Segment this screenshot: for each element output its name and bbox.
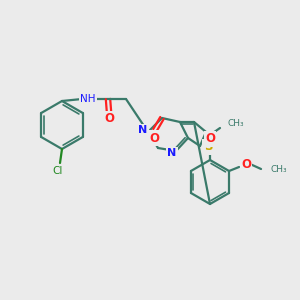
Text: NH: NH — [80, 94, 96, 104]
Text: N: N — [138, 125, 148, 135]
Text: O: O — [104, 112, 114, 125]
Text: O: O — [149, 131, 159, 145]
Text: O: O — [205, 133, 215, 146]
Text: S: S — [204, 140, 212, 154]
Text: O: O — [241, 158, 251, 170]
Text: CH₃: CH₃ — [227, 118, 244, 127]
Text: CH₃: CH₃ — [270, 164, 287, 173]
Text: Cl: Cl — [53, 166, 63, 176]
Text: N: N — [167, 148, 177, 158]
